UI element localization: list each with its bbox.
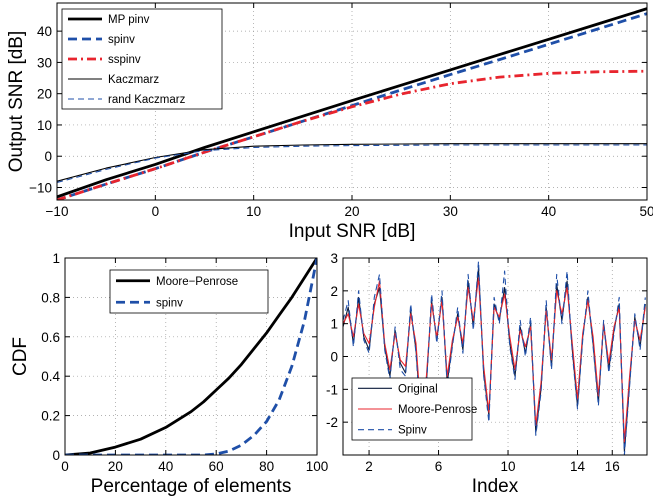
x-axis-label: Index: [472, 476, 519, 497]
y-axis-label: Output SNR [dB]: [6, 31, 27, 173]
x-tick-label: 10: [501, 459, 516, 474]
y-tick-label: 10: [37, 118, 52, 133]
x-tick-label: 20: [344, 204, 359, 219]
chart-bottom-left: 0 20 40 60 80 100 0 0.2 0.4 0.6 0.8 1 Percentage of …: [10, 251, 328, 497]
x-tick-label: 60: [209, 459, 224, 474]
legend-label: spinv: [156, 297, 183, 309]
legend-label: Moore−Penrose: [156, 276, 238, 288]
series-line-moore-penrose: [65, 258, 317, 455]
y-tick-label: 0.6: [41, 330, 60, 345]
x-tick-label: 0: [61, 459, 69, 474]
legend-label: Moore-Penrose: [398, 404, 477, 416]
chart-bottom-right: 2 6 10 14 16 -2 -1 0 1 2 3 Index Original Moore-Penro…: [326, 251, 648, 497]
series-line-spinv: [343, 260, 646, 455]
x-tick-label: 100: [306, 459, 329, 474]
x-tick-label: 40: [158, 459, 173, 474]
x-tick-label: 6: [435, 459, 443, 474]
y-tick-label: −10: [29, 180, 52, 195]
series-line-mp-pinv: [57, 7, 647, 199]
y-tick-label: -2: [326, 415, 338, 430]
x-tick-label: 30: [443, 204, 458, 219]
y-axis-label: CDF: [10, 337, 31, 376]
legend-label: spinv: [108, 34, 135, 46]
legend-label: Original: [398, 383, 438, 395]
y-tick-label: 40: [37, 24, 52, 39]
x-tick-label: −10: [46, 204, 69, 219]
x-tick-label: 0: [152, 204, 160, 219]
series-line-spinv: [65, 258, 317, 455]
legend-label: Spinv: [398, 425, 427, 437]
legend-label: sspinv: [108, 54, 141, 66]
x-axis-label: Input SNR [dB]: [289, 221, 416, 242]
y-tick-label: 0.4: [41, 369, 60, 384]
legend: MP pinv spinv sspinv Kaczmarz rand Kaczmarz: [61, 8, 223, 110]
x-tick-label: 20: [108, 459, 123, 474]
y-tick-label: 0.8: [41, 290, 60, 305]
y-tick-label: -1: [326, 382, 338, 397]
y-tick-label: 20: [37, 87, 52, 102]
x-tick-label: 16: [605, 459, 620, 474]
series-line-kaczmarz: [57, 143, 647, 182]
legend-label: Kaczmarz: [108, 74, 159, 86]
legend-box: [109, 269, 269, 314]
chart-top: −10 0 10 20 30 40 50 −10 0 10 20 30 40 Input SNR [dB]…: [6, 2, 653, 242]
legend-label: MP pinv: [108, 14, 150, 26]
x-tick-label: 50: [639, 204, 653, 219]
y-tick-label: 0: [52, 448, 60, 463]
y-tick-label: 2: [330, 284, 338, 299]
series-line-rand-kaczmarz: [57, 144, 647, 184]
x-tick-label: 80: [259, 459, 274, 474]
x-tick-label: 2: [365, 459, 373, 474]
y-tick-label: 1: [52, 251, 60, 266]
legend-label: rand Kaczmarz: [108, 94, 186, 106]
x-tick-label: 10: [246, 204, 261, 219]
axes-frame: [64, 257, 318, 456]
legend: Moore−Penrose spinv: [109, 269, 269, 314]
legend: Original Moore-Penrose Spinv: [351, 377, 477, 441]
y-tick-label: 0.2: [41, 409, 60, 424]
y-tick-label: 3: [330, 251, 338, 266]
x-axis-label: Percentage of elements: [91, 476, 292, 497]
x-tick-label: 14: [570, 459, 586, 474]
y-tick-label: 1: [330, 317, 338, 332]
series-line-sspinv: [57, 69, 647, 200]
y-tick-label: 30: [37, 55, 52, 70]
x-tick-label: 40: [541, 204, 556, 219]
y-tick-label: 0: [44, 149, 52, 164]
y-tick-label: 0: [330, 350, 338, 365]
